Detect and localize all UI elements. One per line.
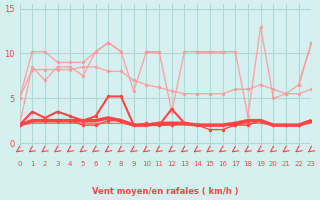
X-axis label: Vent moyen/en rafales ( km/h ): Vent moyen/en rafales ( km/h ) [92, 187, 239, 196]
